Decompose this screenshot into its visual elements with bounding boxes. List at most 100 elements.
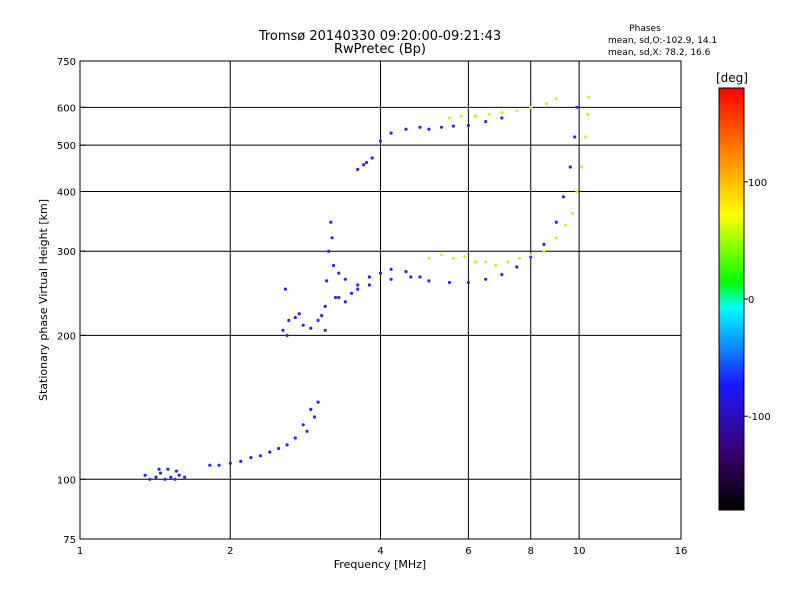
- data-point-0-82: [439, 125, 444, 129]
- data-point-1-1: [439, 253, 444, 257]
- data-point-0-29: [287, 318, 291, 322]
- data-point-0-12: [208, 463, 212, 467]
- data-point-0-80: [418, 125, 422, 129]
- data-point-0-67: [337, 271, 341, 275]
- data-point-0-44: [283, 287, 287, 291]
- data-point-0-55: [447, 280, 452, 285]
- data-point-0-84: [466, 123, 470, 127]
- y-axis-label: Stationary phase Virtual Height [km]: [37, 199, 50, 401]
- data-point-0-69: [356, 287, 360, 291]
- data-point-0-78: [389, 131, 393, 135]
- data-point-0-3: [158, 471, 163, 475]
- y-tick-label-0: 75: [63, 535, 76, 546]
- data-point-1-11: [554, 236, 558, 240]
- data-point-1-9: [529, 253, 533, 257]
- y-axis-ticks: 75 100 200 300 400 500 600 750: [57, 57, 86, 546]
- data-point-0-41: [331, 263, 336, 268]
- data-point-0-22: [301, 423, 305, 427]
- data-point-0-79: [404, 127, 408, 131]
- data-point-0-65: [573, 135, 577, 139]
- data-point-0-35: [320, 314, 324, 318]
- data-point-0-15: [239, 459, 243, 463]
- data-point-1-13: [570, 211, 575, 215]
- y-tick-label-3: 300: [57, 247, 76, 258]
- data-point-0-58: [500, 273, 504, 277]
- data-point-0-74: [362, 163, 366, 167]
- y-tick-label-1: 100: [57, 475, 76, 486]
- data-point-0-77: [378, 139, 383, 143]
- data-point-0-13: [217, 463, 221, 467]
- data-point-0-6: [173, 477, 177, 481]
- data-point-0-68: [343, 277, 347, 281]
- data-point-0-5: [169, 475, 173, 479]
- data-point-0-75: [364, 160, 369, 165]
- data-point-0-25: [312, 415, 317, 419]
- data-point-1-8: [518, 256, 522, 260]
- y-tick-label-7: 750: [57, 57, 76, 68]
- colorbar-label: [deg]: [716, 71, 748, 85]
- data-point-0-43: [323, 328, 327, 332]
- data-point-0-40: [330, 236, 334, 240]
- phase-info-title: Phases: [629, 24, 661, 34]
- data-point-1-2: [451, 256, 455, 260]
- colorbar: [718, 87, 745, 511]
- data-point-0-21: [293, 436, 297, 440]
- data-point-0-46: [343, 300, 347, 304]
- x-axis-label: Frequency [MHz]: [334, 558, 426, 571]
- data-point-0-63: [561, 195, 566, 199]
- plot-frame: [79, 60, 682, 540]
- data-point-1-4: [473, 260, 478, 264]
- data-point-0-72: [409, 275, 413, 279]
- x-tick-label-1: 2: [227, 546, 233, 557]
- data-point-0-19: [277, 446, 281, 451]
- data-point-0-62: [554, 220, 558, 224]
- data-point-0-0: [143, 473, 147, 477]
- grid-lines: [80, 61, 681, 539]
- data-point-0-36: [323, 304, 327, 308]
- y-tick-label-2: 200: [57, 331, 76, 342]
- data-point-0-8: [183, 475, 187, 479]
- data-point-0-27: [281, 328, 285, 332]
- data-point-0-73: [356, 167, 360, 171]
- data-point-1-26: [544, 102, 549, 106]
- data-point-0-18: [268, 450, 272, 454]
- data-point-0-7: [177, 473, 181, 477]
- data-point-0-17: [258, 454, 263, 458]
- data-point-0-1: [148, 477, 152, 481]
- data-point-0-81: [427, 127, 431, 131]
- x-axis-ticks: 1 2 4 6 8 10 16: [77, 546, 688, 557]
- data-point-0-26: [316, 400, 320, 404]
- data-point-1-25: [529, 105, 533, 109]
- data-point-1-12: [564, 223, 568, 227]
- chart-title: Tromsø 20140330 09:20:00-09:21:43: [258, 29, 501, 44]
- colorbar-tick-label-2: -100: [748, 412, 771, 423]
- data-points: [143, 95, 591, 481]
- data-point-0-61: [542, 242, 546, 246]
- data-point-1-10: [542, 249, 546, 253]
- data-point-0-11: [174, 469, 178, 473]
- colorbar-ticks: 100 0 -100: [744, 178, 771, 423]
- data-point-0-38: [327, 249, 331, 253]
- x-tick-label-4: 8: [528, 546, 534, 557]
- data-point-0-20: [285, 443, 289, 447]
- phase-info-line1: mean, sd,O:-102.9, 14.1: [608, 36, 717, 46]
- data-point-0-66: [575, 105, 579, 109]
- data-point-0-30: [293, 315, 297, 320]
- data-point-0-47: [350, 291, 354, 295]
- data-point-0-48: [356, 283, 360, 287]
- data-point-0-70: [367, 283, 371, 287]
- data-point-0-59: [515, 265, 519, 269]
- data-point-1-21: [473, 114, 478, 118]
- data-point-0-49: [367, 275, 371, 279]
- y-tick-label-6: 600: [57, 103, 76, 114]
- data-point-1-0: [427, 256, 431, 260]
- data-point-1-5: [484, 260, 488, 264]
- data-point-0-85: [484, 120, 488, 124]
- data-point-0-42: [333, 295, 338, 300]
- data-point-1-27: [554, 97, 558, 101]
- phase-info-line2: mean, sd,X: 78.2, 16.6: [608, 48, 711, 58]
- data-point-0-16: [249, 456, 253, 460]
- data-point-0-39: [329, 220, 333, 224]
- data-point-1-16: [583, 135, 588, 139]
